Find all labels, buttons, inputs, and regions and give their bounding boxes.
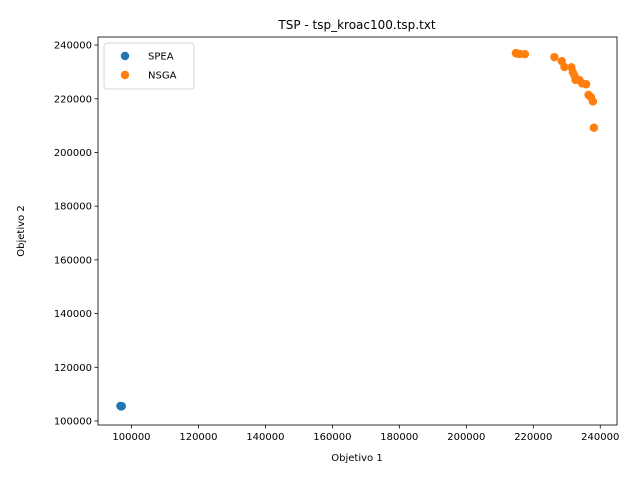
- nsga-point: [520, 49, 530, 59]
- nsga-point: [589, 123, 599, 132]
- y-tick-label: 240000: [54, 41, 92, 52]
- y-tick-label: 100000: [54, 416, 92, 427]
- spea-point: [117, 402, 126, 411]
- x-tick-label: 240000: [581, 432, 619, 443]
- plot-area: [97, 36, 618, 426]
- y-tick-label: 200000: [54, 148, 92, 159]
- x-axis-label: Objetivo 1: [331, 453, 382, 464]
- plot-frame: [97, 36, 618, 426]
- y-tick-label: 160000: [54, 255, 92, 266]
- legend-marker-nsga: [120, 70, 130, 80]
- x-tick-label: 220000: [514, 432, 552, 443]
- nsga-point: [560, 62, 569, 72]
- x-tick-label: 180000: [380, 432, 418, 443]
- y-tick-label: 220000: [54, 94, 92, 105]
- legend-label-spea: SPEA: [148, 52, 174, 63]
- x-tick-label: 100000: [112, 432, 150, 443]
- chart-title: TSP - tsp_kroac100.tsp.txt: [277, 18, 436, 32]
- y-tick-label: 180000: [54, 202, 92, 213]
- nsga-point: [581, 80, 591, 89]
- x-tick-label: 160000: [313, 432, 351, 443]
- y-axis-label: Objetivo 2: [16, 205, 27, 256]
- x-tick-label: 120000: [179, 432, 217, 443]
- legend-frame: [103, 42, 195, 90]
- data-points: [116, 48, 599, 411]
- y-tick-label: 120000: [54, 363, 92, 374]
- y-axis-ticks: 100000 120000 140000 160000 180000 200000 2200…: [54, 41, 98, 427]
- x-tick-label: 200000: [447, 432, 485, 443]
- nsga-point: [550, 52, 559, 62]
- legend: SPEA NSGA: [103, 42, 195, 90]
- x-tick-label: 140000: [246, 432, 284, 443]
- legend-label-nsga: NSGA: [148, 71, 177, 82]
- y-tick-label: 140000: [54, 309, 92, 320]
- x-axis-ticks: 100000 120000 140000 160000 180000 200000 2200…: [112, 425, 619, 443]
- legend-marker-spea: [120, 51, 130, 61]
- nsga-point: [588, 97, 598, 106]
